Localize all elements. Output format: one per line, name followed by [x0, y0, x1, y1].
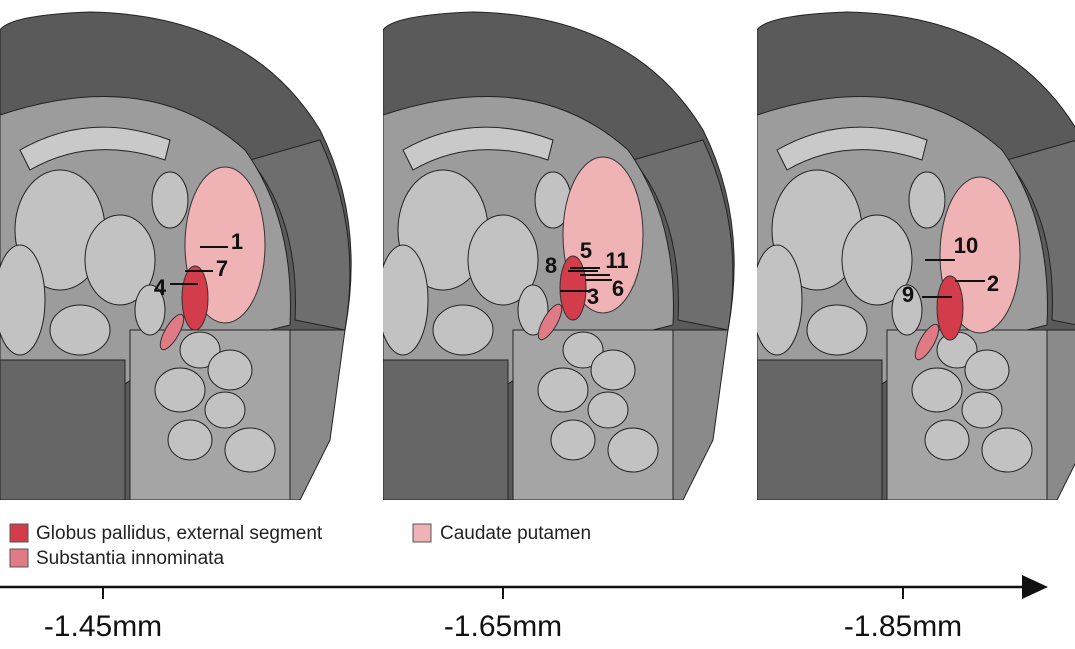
nucleus [591, 350, 635, 390]
globus-pallidus [560, 256, 586, 320]
nucleus [982, 428, 1032, 472]
site-label: 8 [545, 253, 557, 278]
brain-section [752, 12, 1075, 500]
globus-pallidus [937, 276, 963, 340]
nucleus [925, 420, 969, 460]
base [1047, 330, 1075, 500]
globus-pallidus [182, 266, 208, 330]
brain-section [0, 12, 351, 500]
nucleus [912, 368, 962, 412]
site-label: 9 [902, 282, 914, 307]
nucleus [225, 428, 275, 472]
ventral-dark [0, 360, 125, 500]
legend-swatch [10, 524, 28, 542]
site-label: 1 [231, 229, 243, 254]
section-depth: -1.65mm [444, 610, 562, 643]
nucleus [965, 350, 1009, 390]
nucleus [807, 305, 867, 355]
site-label: 10 [954, 233, 978, 258]
site-label: 5 [580, 238, 592, 263]
nucleus [608, 428, 658, 472]
site-label: 2 [987, 271, 999, 296]
site-label: 3 [587, 284, 599, 309]
nucleus [588, 392, 628, 428]
figure: 17 4 58 1136 10 2 9 Globus pallidus, external … [0, 0, 1075, 644]
section-body [752, 12, 1075, 500]
section-body [0, 12, 351, 500]
nucleus [208, 350, 252, 390]
site-label: 7 [216, 256, 228, 281]
nucleus [378, 245, 428, 355]
ventral-dark [383, 360, 508, 500]
nucleus [433, 305, 493, 355]
site-label: 4 [154, 275, 167, 300]
nucleus [152, 172, 188, 228]
base [290, 330, 345, 500]
site-label: 11 [605, 248, 628, 273]
nucleus [50, 305, 110, 355]
nucleus [168, 420, 212, 460]
nucleus [909, 172, 945, 228]
legend-label: Globus pallidus, external segment [36, 523, 323, 544]
nucleus [155, 368, 205, 412]
nucleus [551, 420, 595, 460]
nucleus [962, 392, 1002, 428]
axis-arrow [1022, 575, 1048, 599]
legend-swatch [413, 524, 431, 542]
nucleus [752, 245, 802, 355]
nucleus [538, 368, 588, 412]
ventral-dark [757, 360, 882, 500]
site-label: 6 [612, 276, 624, 301]
base [673, 330, 728, 500]
legend-label: Substantia innominata [36, 548, 224, 569]
legend-swatch [10, 549, 28, 567]
section-depth: -1.45mm [44, 610, 162, 643]
nucleus [205, 392, 245, 428]
nucleus [0, 245, 45, 355]
legend-label: Caudate putamen [440, 523, 591, 544]
section-depth: -1.85mm [844, 610, 962, 643]
